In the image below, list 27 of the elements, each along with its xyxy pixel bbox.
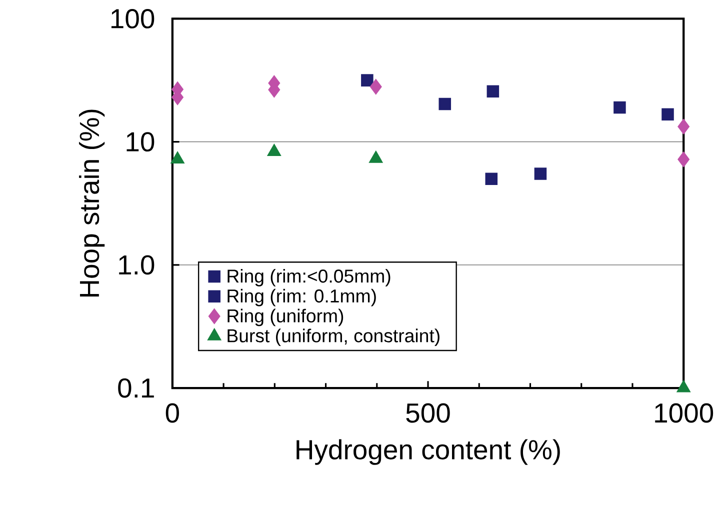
point <box>267 144 281 156</box>
point <box>170 152 184 164</box>
point <box>370 79 382 94</box>
point <box>534 168 547 180</box>
legend-label: Ring (rim:<0.05mm) <box>228 268 390 286</box>
point <box>369 150 383 163</box>
point <box>361 74 374 86</box>
point <box>485 172 498 185</box>
x-tick-label: 1000 <box>655 403 714 423</box>
legend-label: Burst (uniform, constraint) <box>228 328 440 346</box>
legend-label: Ring (rim: 0.1mm) <box>228 288 376 306</box>
point <box>662 108 674 120</box>
x-tick-label: 0 <box>166 403 179 423</box>
y-tick-label: 100 <box>111 8 154 28</box>
x-tick-label: 500 <box>406 403 450 423</box>
point <box>486 85 500 98</box>
point <box>676 380 690 392</box>
y-tick-label: 10 <box>126 132 154 152</box>
x-axis-title: Hydrogen content (%) <box>296 439 560 465</box>
point <box>678 118 690 134</box>
y-tick-label: 1.0 <box>119 255 154 275</box>
y-axis-title: Hoop strain (%) <box>79 110 105 296</box>
point <box>438 98 452 110</box>
point <box>614 101 626 114</box>
legend-label: Ring (uniform) <box>228 308 344 326</box>
point <box>678 152 690 167</box>
y-tick-label: 0.1 <box>118 378 154 398</box>
